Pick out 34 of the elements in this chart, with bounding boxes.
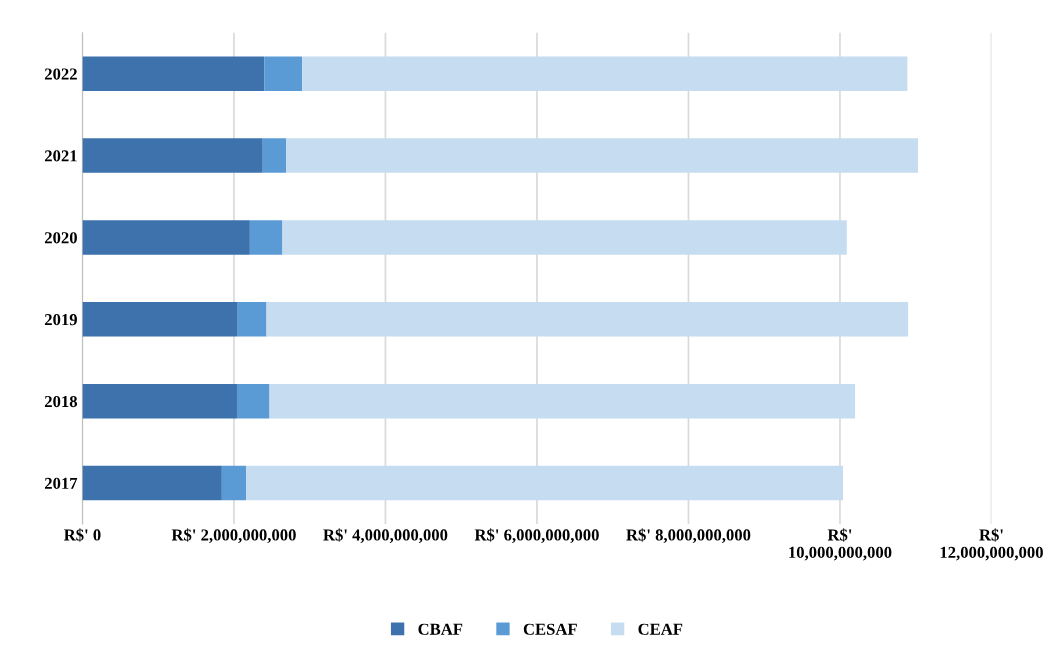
bar (282, 220, 847, 255)
bar (82, 465, 222, 501)
bar (264, 56, 303, 91)
y-tick-label: 2018 (44, 395, 78, 408)
y-tick-label: 2020 (44, 232, 77, 244)
bar (236, 383, 270, 419)
legend-label: CESAF (523, 623, 577, 635)
bar (82, 302, 238, 337)
bar (221, 465, 247, 501)
bar (246, 465, 843, 501)
bar (237, 302, 267, 337)
bar (82, 138, 263, 173)
bar (302, 56, 908, 91)
bar (262, 138, 287, 173)
x-tick-label: R$' 10,000,000,000 (789, 528, 892, 561)
legend-label: CBAF (418, 623, 463, 635)
x-tick-label: R$' 4,000,000,000 (323, 528, 448, 544)
legend-label: CEAF (638, 623, 683, 635)
x-tick-label: R$' 12,000,000,000 (940, 528, 1043, 561)
bar (266, 302, 909, 337)
bar (82, 383, 237, 419)
x-tick-label: R$' 2,000,000,000 (171, 528, 296, 544)
y-tick-label: 2021 (44, 150, 77, 162)
x-tick-label: R$' 6,000,000,000 (474, 528, 599, 544)
y-tick-label: 2019 (44, 314, 77, 326)
x-tick-label: R$' 0 (63, 528, 101, 542)
bar (82, 56, 265, 91)
bar (286, 138, 918, 173)
bar (269, 383, 856, 419)
bar (249, 220, 283, 255)
y-tick-label: 2017 (44, 477, 78, 490)
x-tick-label: R$' 8,000,000,000 (626, 528, 751, 544)
y-tick-label: 2022 (44, 68, 77, 80)
bar (82, 220, 250, 255)
